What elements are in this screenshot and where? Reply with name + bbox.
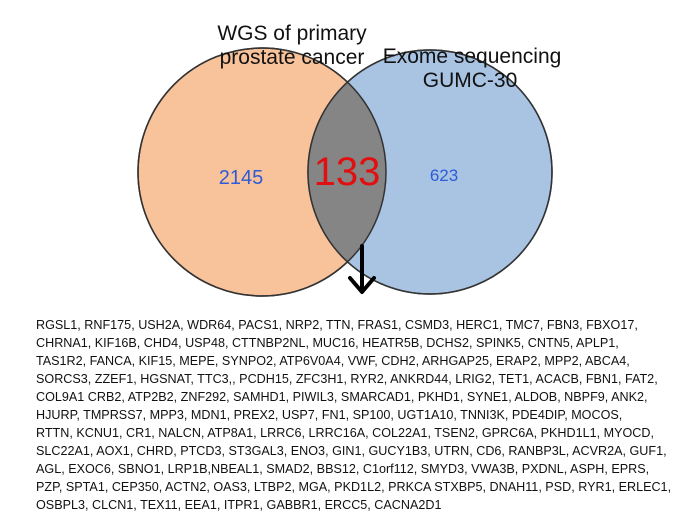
gene-list-line: OSBPL3, CLCN1, TEX11, EEA1, ITPR1, GABBR… <box>36 498 442 512</box>
set-label-exome-line2: GUMC-30 <box>423 69 518 92</box>
gene-list-line: SLC22A1, AOX1, CHRD, PTCD3, ST3GAL3, ENO… <box>36 444 667 458</box>
intersection-count: 133 <box>314 150 381 194</box>
gene-list-line: AGL, EXOC6, SBNO1, LRP1B,NBEAL1, SMAD2, … <box>36 462 650 476</box>
set-label-wgs-line1: WGS of primary <box>217 22 367 45</box>
gene-list-line: COL9A1 CRB2, ATP2B2, ZNF292, SAMHD1, PIW… <box>36 390 648 404</box>
gene-list-line: PZP, SPTA1, CEP350, ACTN2, OAS3, LTBP2, … <box>36 480 672 494</box>
set-label-wgs-line2: prostate cancer <box>220 46 365 69</box>
venn-diagram: WGS of primary prostate cancer Exome seq… <box>137 22 562 297</box>
overlap-region <box>308 50 386 294</box>
right-only-count: 623 <box>430 166 458 185</box>
left-only-count: 2145 <box>219 167 264 189</box>
gene-list-line: TAS1R2, FANCA, KIF15, MEPE, SYNPO2, ATP6… <box>36 354 630 368</box>
gene-list-line: RGSL1, RNF175, USH2A, WDR64, PACS1, NRP2… <box>36 318 638 332</box>
set-label-exome-line1: Exome sequencing <box>383 45 562 68</box>
gene-list: RGSL1, RNF175, USH2A, WDR64, PACS1, NRP2… <box>36 316 672 514</box>
arrow-down-icon <box>348 244 376 294</box>
set-circle-exome-outline <box>307 49 553 295</box>
gene-list-line: HJURP, TMPRSS7, MPP3, MDN1, PREX2, USP7,… <box>36 408 623 422</box>
gene-list-line: RTTN, KCNU1, CR1, NALCN, ATP8A1, LRRC6, … <box>36 426 654 440</box>
gene-list-line: CHRNA1, KIF16B, CHD4, USP48, CTTNBP2NL, … <box>36 336 619 350</box>
set-circle-wgs-outline <box>137 47 387 297</box>
gene-list-line: SORCS3, ZZEF1, HGSNAT, TTC3,, PCDH15, ZF… <box>36 372 658 386</box>
